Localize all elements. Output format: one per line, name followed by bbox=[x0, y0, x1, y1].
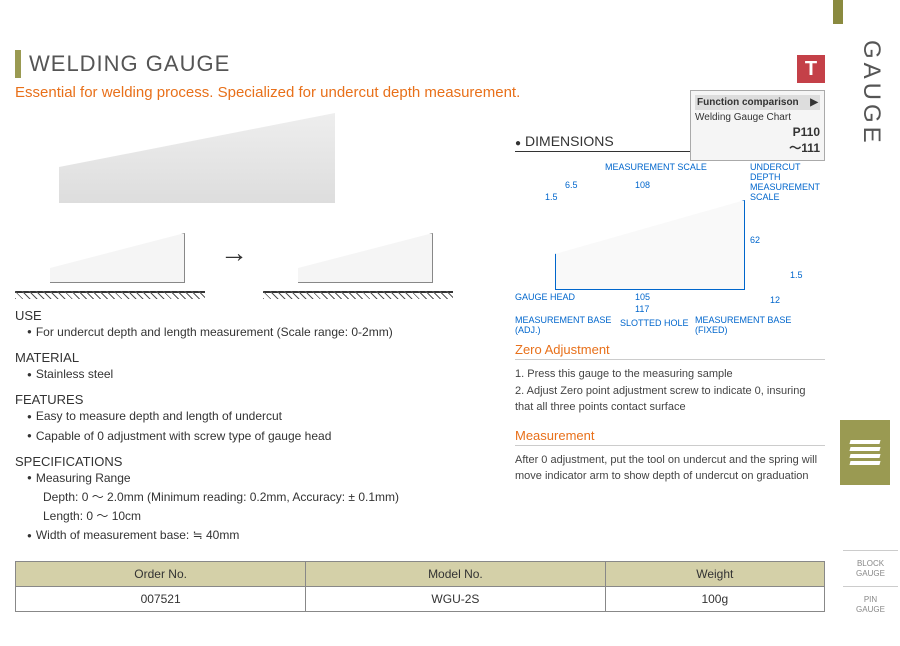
dim-108: 108 bbox=[635, 180, 650, 190]
dim-meas-base-fixed: MEASUREMENT BASE (FIXED) bbox=[695, 315, 791, 335]
dim-12: 12 bbox=[770, 295, 780, 305]
dim-gauge-head: GAUGE HEAD bbox=[515, 292, 575, 302]
side-tab-pin[interactable]: PIN GAUGE bbox=[843, 586, 898, 622]
td-order: 007521 bbox=[16, 586, 306, 611]
dim-slotted: SLOTTED HOLE bbox=[620, 318, 689, 328]
page-title: WELDING GAUGE bbox=[29, 51, 230, 77]
zero-step-2: 2. Adjust Zero point adjustment screw to… bbox=[515, 383, 825, 416]
usage-step-1 bbox=[15, 213, 205, 293]
func-page-ref: P110 ～111 bbox=[695, 125, 820, 156]
th-order: Order No. bbox=[16, 561, 306, 586]
td-model: WGU-2S bbox=[306, 586, 605, 611]
gauge-product-image bbox=[35, 113, 335, 203]
side-tabs: BLOCK GAUGE PIN GAUGE bbox=[843, 550, 898, 622]
specifications-heading: SPECIFICATIONS bbox=[15, 454, 495, 469]
dimensions-title: DIMENSIONS bbox=[525, 133, 614, 149]
function-comparison-box[interactable]: Function comparison ▶ Welding Gauge Chart… bbox=[690, 90, 825, 161]
feature-item-1: Easy to measure depth and length of unde… bbox=[27, 407, 495, 426]
use-item: For undercut depth and length measuremen… bbox=[27, 323, 495, 342]
top-accent-bar bbox=[833, 0, 843, 24]
th-weight: Weight bbox=[605, 561, 824, 586]
t-badge: T bbox=[797, 55, 825, 83]
gauge-icon bbox=[840, 420, 890, 485]
th-model: Model No. bbox=[306, 561, 605, 586]
spec-range-heading: Measuring Range bbox=[27, 469, 495, 488]
measurement-heading: Measurement bbox=[515, 428, 825, 446]
spec-table: Order No. Model No. Weight 007521 WGU-2S… bbox=[15, 561, 825, 612]
spec-width: Width of measurement base: ≒ 40mm bbox=[27, 526, 495, 545]
material-item: Stainless steel bbox=[27, 365, 495, 384]
side-tab-block[interactable]: BLOCK GAUGE bbox=[843, 550, 898, 586]
category-vertical-label: GAUGE bbox=[857, 40, 885, 147]
usage-diagram: → bbox=[15, 213, 495, 293]
title-row: WELDING GAUGE bbox=[15, 50, 825, 78]
dim-undercut-scale: UNDERCUT DEPTH MEASUREMENT SCALE bbox=[750, 162, 820, 202]
func-head-label: Function comparison bbox=[697, 97, 799, 108]
dim-15a: 1.5 bbox=[545, 192, 558, 202]
table-row: 007521 WGU-2S 100g bbox=[16, 586, 825, 611]
dim-117: 117 bbox=[635, 304, 649, 314]
dim-15b: 1.5 bbox=[790, 270, 803, 280]
spec-length: Length: 0 ～ 10cm bbox=[43, 507, 495, 526]
dim-65: 6.5 bbox=[565, 180, 578, 190]
features-heading: FEATURES bbox=[15, 392, 495, 407]
gauge-handle bbox=[20, 168, 50, 178]
arrow-right-icon: → bbox=[220, 237, 248, 269]
dim-105: 105 bbox=[635, 292, 650, 302]
dim-62: 62 bbox=[750, 235, 760, 245]
td-weight: 100g bbox=[605, 586, 824, 611]
dimensions-diagram: MEASUREMENT SCALE UNDERCUT DEPTH MEASURE… bbox=[515, 160, 815, 330]
spec-depth: Depth: 0 ～ 2.0mm (Minimum reading: 0.2mm… bbox=[43, 488, 495, 507]
dim-meas-base-adj: MEASUREMENT BASE (ADJ.) bbox=[515, 315, 611, 335]
zero-adjust-heading: Zero Adjustment bbox=[515, 342, 825, 360]
spec-section: USE For undercut depth and length measur… bbox=[15, 308, 495, 546]
usage-step-2 bbox=[263, 213, 453, 293]
dim-meas-scale: MEASUREMENT SCALE bbox=[605, 162, 707, 172]
func-arrow-icon: ▶ bbox=[810, 97, 818, 108]
title-accent-bar bbox=[15, 50, 21, 78]
zero-step-1: 1. Press this gauge to the measuring sam… bbox=[515, 366, 825, 383]
material-heading: MATERIAL bbox=[15, 350, 495, 365]
func-chart-label: Welding Gauge Chart bbox=[695, 110, 820, 125]
measurement-text: After 0 adjustment, put the tool on unde… bbox=[515, 452, 825, 485]
feature-item-2: Capable of 0 adjustment with screw type … bbox=[27, 427, 495, 446]
use-heading: USE bbox=[15, 308, 495, 323]
